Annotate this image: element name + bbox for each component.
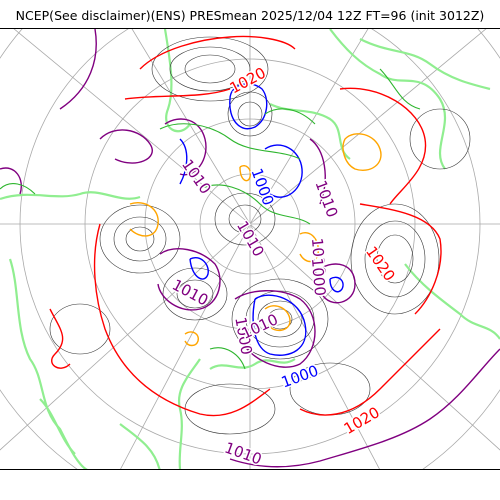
isobar (162, 267, 228, 321)
isobar-green (209, 347, 246, 370)
isobar (267, 308, 293, 330)
meridian (249, 29, 369, 225)
isobar-1010 (229, 348, 500, 468)
contours-1010 (0, 29, 500, 468)
isobar-warm (299, 232, 319, 263)
isobar (257, 300, 303, 338)
coastline (177, 358, 201, 469)
isobar-green (264, 108, 316, 125)
isobar-1000 (229, 83, 268, 130)
coastline (209, 358, 296, 370)
isobar-1010 (157, 248, 221, 311)
isobar-green (199, 184, 311, 225)
isobar (151, 36, 269, 102)
coastline (39, 398, 76, 455)
isobar (231, 278, 329, 360)
isobar-green (159, 123, 301, 160)
isobar-1010 (319, 263, 356, 304)
coastline (8, 258, 89, 469)
isobar (409, 108, 471, 170)
isobar-1000 (329, 276, 344, 293)
isobar-1000 (189, 257, 209, 280)
isobar-warm (342, 133, 382, 171)
isobar (169, 46, 251, 92)
isobar-1020 (339, 87, 427, 205)
contours-1000 (179, 83, 344, 356)
contour-label: 1010 (222, 439, 264, 469)
isobar-1020 (359, 203, 442, 315)
isobar-1010 (99, 129, 153, 164)
meridian (249, 223, 380, 469)
isobar-1020 (299, 328, 441, 416)
isobar-warm (264, 305, 291, 332)
isobar (176, 279, 214, 309)
isobar-green (379, 68, 421, 110)
isobar (237, 101, 263, 127)
isobar (350, 203, 440, 315)
isobar-1020 (139, 35, 296, 70)
contours-green (0, 68, 421, 370)
coastline (359, 38, 491, 91)
contour-label: 1000 (279, 362, 321, 392)
isobar (99, 204, 181, 274)
meridian (249, 223, 500, 451)
isobar (228, 204, 262, 234)
isobar-1020 (124, 88, 231, 100)
isobar-1000 (179, 138, 188, 185)
isobar-1010 (309, 138, 326, 205)
isobar (227, 91, 273, 137)
isobar-1010 (164, 118, 207, 176)
isobar-1000 (252, 294, 307, 356)
meridian (131, 29, 251, 225)
coastlines (0, 29, 500, 469)
meridian (13, 29, 251, 225)
contour-label: 1020 (362, 243, 399, 285)
isobar-1010 (59, 29, 97, 110)
isobar-1020 (49, 308, 71, 369)
isobar (364, 220, 426, 298)
contour-label: 1010 (311, 178, 341, 220)
isobar (184, 54, 236, 84)
contours-1020 (49, 35, 442, 417)
isobar (125, 226, 155, 252)
coastline (119, 423, 161, 469)
coastline (0, 191, 141, 201)
map-frame: 1020 1010 1000 1010 1010 1010 1000 1020 1010 1000… (0, 28, 500, 470)
isobar-warm (239, 165, 252, 182)
meridian (0, 223, 251, 451)
isobar-warm (129, 202, 159, 237)
contour-label: 1000 (308, 257, 329, 297)
isobar (184, 383, 276, 435)
isobar-green (0, 183, 36, 195)
isobar-warm (184, 331, 199, 347)
graticule (0, 29, 500, 469)
contours-warm (129, 133, 382, 347)
isobar-1010 (234, 290, 316, 368)
meridian (249, 29, 487, 225)
isobar (376, 234, 414, 284)
isobar-1000 (264, 144, 303, 198)
coastline (404, 263, 500, 340)
map-title: NCEP(See disclaimer)(ENS) PRESmean 2025/… (15, 8, 485, 23)
coastline (329, 29, 446, 170)
isobar (113, 216, 167, 262)
meridian (120, 223, 251, 469)
contour-label: 1010 (239, 310, 281, 342)
contour-label: 1000 (247, 166, 277, 208)
isobar (49, 303, 111, 355)
coastline (163, 29, 191, 133)
isobar-1010 (0, 167, 22, 195)
isobar-1020 (93, 223, 271, 417)
